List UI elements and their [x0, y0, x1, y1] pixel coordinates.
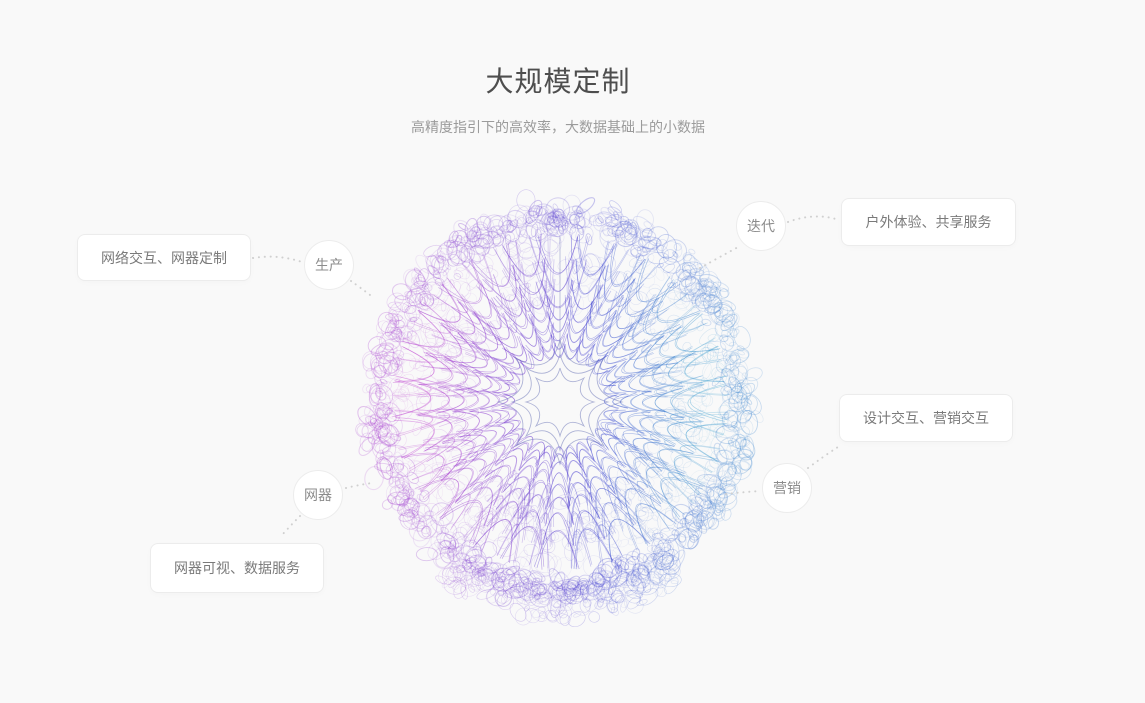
connector-card-to-production — [252, 255, 303, 263]
page-title: 大规模定制 — [485, 66, 631, 97]
card-network-custom: 网络交互、网器定制 — [77, 234, 251, 281]
card-label: 网络交互、网器定制 — [101, 249, 227, 266]
node-iteration: 迭代 — [736, 201, 786, 251]
connector-device-to-card — [281, 515, 301, 536]
node-marketing: 营销 — [762, 463, 812, 513]
card-outdoor-sharing: 户外体验、共享服务 — [841, 198, 1016, 246]
card-device-data: 网器可视、数据服务 — [150, 543, 324, 593]
node-label: 生产 — [315, 257, 343, 273]
node-device: 网器 — [293, 470, 343, 520]
connector-iteration-to-card — [787, 215, 840, 223]
node-production: 生产 — [304, 240, 354, 290]
card-label: 网器可视、数据服务 — [174, 560, 300, 576]
card-label: 户外体验、共享服务 — [865, 214, 992, 230]
node-label: 营销 — [773, 480, 801, 496]
node-label: 迭代 — [747, 218, 775, 234]
node-label: 网器 — [304, 487, 332, 503]
connector-marketing-to-card — [807, 446, 839, 469]
particle-sphere-canvas — [325, 168, 795, 628]
card-label: 设计交互、营销交互 — [863, 410, 989, 426]
card-design-marketing: 设计交互、营销交互 — [839, 394, 1013, 442]
page-subtitle: 高精度指引下的高效率，大数据基础上的小数据 — [411, 119, 705, 135]
